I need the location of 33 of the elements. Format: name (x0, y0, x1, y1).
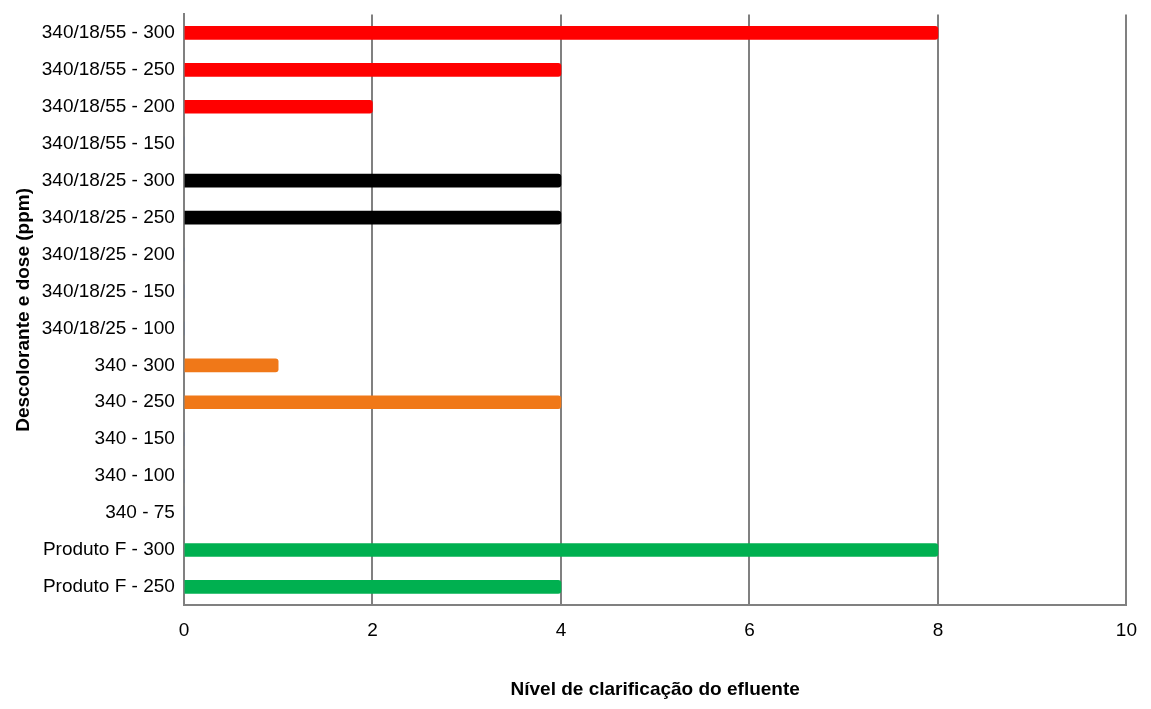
y-tick-label: 340/18/25 - 250 (41, 205, 175, 227)
y-tick-label: Produto F - 250 (42, 575, 175, 597)
bar (184, 210, 562, 225)
x-tick-label: 8 (932, 619, 944, 641)
y-tick-label: 340/18/25 - 200 (41, 242, 175, 264)
y-tick-label: 340/18/55 - 300 (41, 21, 175, 43)
bar (184, 395, 562, 410)
y-tick-label: Produto F - 300 (42, 538, 175, 560)
y-tick-label: 340/18/55 - 250 (41, 58, 175, 80)
x-axis-title: Nível de clarificação do efluente (510, 677, 800, 699)
bar (184, 26, 939, 40)
y-tick-label: 340/18/25 - 100 (41, 316, 175, 338)
y-tick-label: 340 - 75 (105, 501, 175, 523)
bar (184, 99, 373, 114)
y-axis-title: Descolorante e dose (ppm) (11, 187, 33, 432)
x-tick-label: 4 (555, 619, 567, 641)
bar (184, 543, 939, 557)
y-tick-label: 340 - 100 (94, 464, 175, 486)
y-tick-label: 340/18/55 - 150 (41, 131, 175, 153)
y-tick-label: 340/18/25 - 300 (41, 168, 175, 190)
y-tick-label: 340/18/25 - 150 (41, 279, 175, 301)
bar (184, 358, 279, 373)
bar (184, 62, 562, 77)
y-tick-label: 340/18/55 - 200 (41, 94, 175, 116)
y-tick-label: 340 - 250 (94, 390, 175, 412)
x-tick-label: 10 (1115, 619, 1137, 641)
bar (184, 580, 562, 594)
y-tick-label: 340 - 150 (94, 427, 175, 449)
x-tick-label: 6 (744, 619, 755, 641)
x-tick-label: 0 (178, 619, 190, 641)
x-tick-label: 2 (367, 619, 378, 641)
y-tick-label: 340 - 300 (94, 353, 175, 375)
bar (184, 173, 562, 188)
